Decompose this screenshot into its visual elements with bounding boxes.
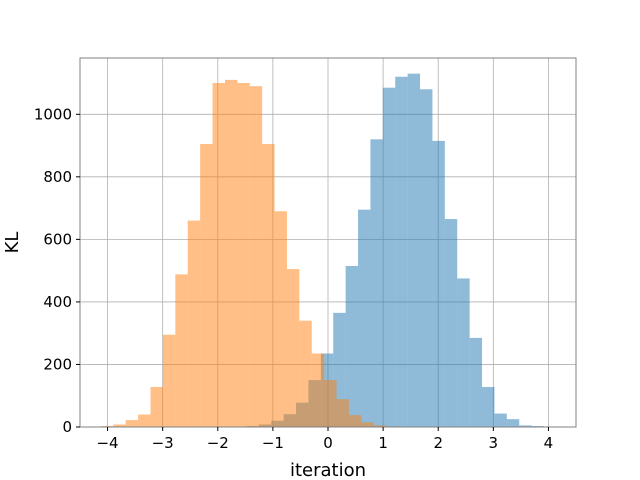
x-tick-label: −1 <box>262 434 284 452</box>
histogram-bar-series-1 <box>506 419 520 427</box>
histogram-bar-series-1 <box>382 87 396 427</box>
histogram-bar-series-1 <box>444 219 458 427</box>
y-tick-label: 800 <box>43 168 72 186</box>
x-tick-label: 1 <box>378 434 388 452</box>
histogram-bar-series-2 <box>361 422 374 427</box>
y-tick-label: 200 <box>43 355 72 373</box>
histogram-bar-series-1 <box>482 386 495 427</box>
x-tick-label: 2 <box>433 434 443 452</box>
histogram-bar-series-1 <box>457 278 470 427</box>
histogram-bar-series-2 <box>175 274 188 427</box>
histogram-bar-series-1 <box>370 139 383 427</box>
histogram-bar-series-2 <box>299 320 312 427</box>
x-tick-label: 3 <box>489 434 499 452</box>
histogram-bar-series-2 <box>150 386 163 427</box>
y-tick-label: 1000 <box>34 105 72 123</box>
histogram-bar-series-1 <box>407 73 421 427</box>
x-axis-label: iteration <box>290 460 366 480</box>
y-tick-label: 0 <box>62 418 72 436</box>
histogram-bar-series-2 <box>249 86 263 427</box>
histogram-bar-series-2 <box>311 353 325 427</box>
histogram-bar-series-1 <box>469 337 483 427</box>
y-tick-label: 600 <box>43 230 72 248</box>
histogram-bar-series-1 <box>494 413 507 427</box>
histogram-bar-series-2 <box>373 425 387 427</box>
histogram-bar-series-2 <box>212 83 225 427</box>
histogram-bar-series-2 <box>262 143 275 427</box>
histogram-bar-series-2 <box>237 83 250 427</box>
histogram-bar-series-1 <box>395 76 408 428</box>
histogram-bar-series-1 <box>420 89 433 428</box>
histogram-bar-series-2 <box>187 220 201 427</box>
x-tick-label: 4 <box>544 434 554 452</box>
histogram-bar-series-2 <box>324 380 337 427</box>
histogram-bars <box>100 73 545 428</box>
histogram-bar-series-1 <box>345 265 359 427</box>
histogram-bar-series-2 <box>125 420 139 427</box>
axis-ticks: −4 −3 −2 −1 0 1 2 3 4 0 200 400 600 800 1000 <box>34 105 553 452</box>
x-tick-label: 0 <box>323 434 333 452</box>
y-axis-label: KL <box>2 232 23 254</box>
x-tick-label: −2 <box>207 434 229 452</box>
histogram-bar-series-2 <box>162 334 176 427</box>
histogram-bar-series-1 <box>519 425 532 427</box>
histogram-bar-series-2 <box>336 399 349 427</box>
histogram-bar-series-2 <box>224 79 238 427</box>
histogram-bar-series-2 <box>200 143 213 427</box>
histogram-bar-series-1 <box>358 209 371 427</box>
histogram-bar-series-2 <box>348 415 362 427</box>
histogram-bar-series-2 <box>113 424 126 427</box>
histogram-bar-series-2 <box>138 414 151 427</box>
x-tick-label: −3 <box>152 434 174 452</box>
histogram-bar-series-1 <box>432 140 445 427</box>
y-tick-label: 400 <box>43 293 72 311</box>
histogram-bar-series-2 <box>286 269 300 427</box>
histogram-bar-series-2 <box>274 211 287 427</box>
x-tick-label: −4 <box>96 434 118 452</box>
